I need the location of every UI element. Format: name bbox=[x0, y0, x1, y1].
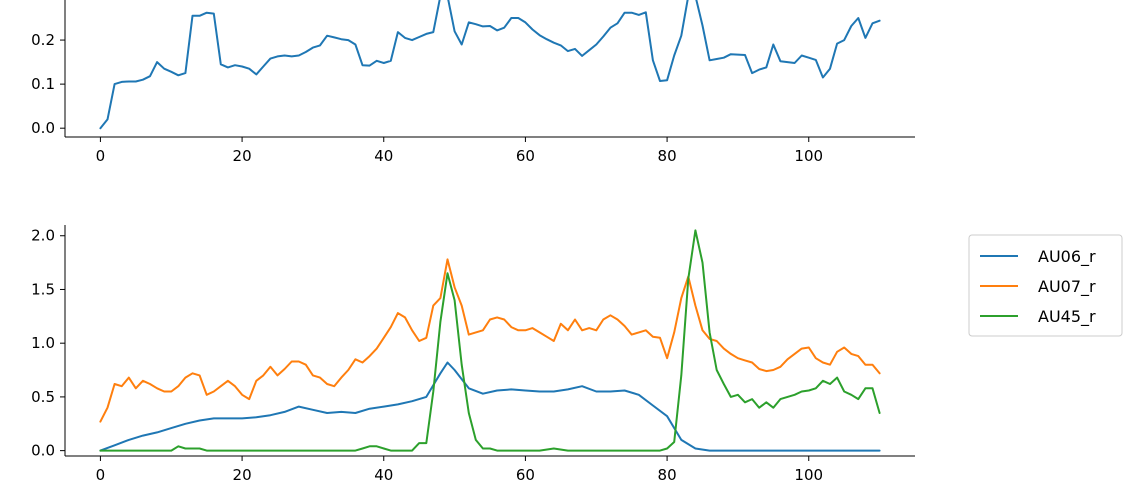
top-plot-series-layer bbox=[99, 0, 881, 130]
bottom-plot-series-line-au07-r bbox=[99, 258, 881, 423]
bottom-plot-x-tick-label: 100 bbox=[794, 466, 823, 484]
bottom-plot-x-tick-label: 20 bbox=[233, 466, 252, 484]
bottom-plot-series-line-au45-r bbox=[99, 229, 881, 452]
bottom-plot-x-tick-label: 60 bbox=[516, 466, 535, 484]
legend-label: AU07_r bbox=[1038, 277, 1096, 297]
top-plot-series-line-0 bbox=[99, 0, 881, 130]
top-plot: 0 20 40 60 80 100 0.0 0.1 0.2 bbox=[31, 0, 915, 165]
top-plot-y-tick-label: 0.2 bbox=[31, 31, 55, 49]
bottom-plot-y-tick-label: 0.5 bbox=[31, 388, 55, 406]
bottom-plot-series-line-au06-r bbox=[99, 361, 881, 452]
bottom-plot-y-tick-label: 0.0 bbox=[31, 442, 55, 460]
top-plot-x-tick-label: 100 bbox=[794, 147, 823, 165]
legend-items: AU06_r AU07_r AU45_r bbox=[980, 247, 1096, 327]
top-plot-x-tick-label: 0 bbox=[96, 147, 106, 165]
bottom-plot-axis-layer: 0 20 40 60 80 100 0.0 0.5 1.0 1.5 2.0 bbox=[31, 225, 915, 484]
bottom-plot-y-tick-label: 1.5 bbox=[31, 280, 55, 298]
legend-label: AU45_r bbox=[1038, 307, 1096, 327]
legend-entry-au07-r: AU07_r bbox=[980, 277, 1096, 297]
legend-label: AU06_r bbox=[1038, 247, 1096, 267]
legend: AU06_r AU07_r AU45_r bbox=[968, 234, 1123, 337]
top-plot-x-tick-label: 20 bbox=[233, 147, 252, 165]
top-plot-y-tick-label: 0.0 bbox=[31, 119, 55, 137]
top-plot-y-tick-label: 0.1 bbox=[31, 75, 55, 93]
bottom-plot-y-tick-label: 2.0 bbox=[31, 227, 55, 245]
top-plot-x-tick-label: 40 bbox=[374, 147, 393, 165]
top-plot-x-tick-label: 80 bbox=[658, 147, 677, 165]
legend-frame bbox=[968, 234, 1123, 337]
bottom-plot-x-tick-label: 0 bbox=[96, 466, 106, 484]
legend-entry-au06-r: AU06_r bbox=[980, 247, 1096, 267]
bottom-plot-series-layer bbox=[99, 229, 881, 452]
bottom-plot-y-tick-label: 1.0 bbox=[31, 334, 55, 352]
top-plot-axis-layer: 0 20 40 60 80 100 0.0 0.1 0.2 bbox=[31, 0, 915, 165]
legend-entry-au45-r: AU45_r bbox=[980, 307, 1096, 327]
bottom-plot: 0 20 40 60 80 100 0.0 0.5 1.0 1.5 2.0 bbox=[31, 225, 915, 484]
top-plot-x-tick-label: 60 bbox=[516, 147, 535, 165]
bottom-plot-x-tick-label: 40 bbox=[374, 466, 393, 484]
bottom-plot-x-tick-label: 80 bbox=[658, 466, 677, 484]
